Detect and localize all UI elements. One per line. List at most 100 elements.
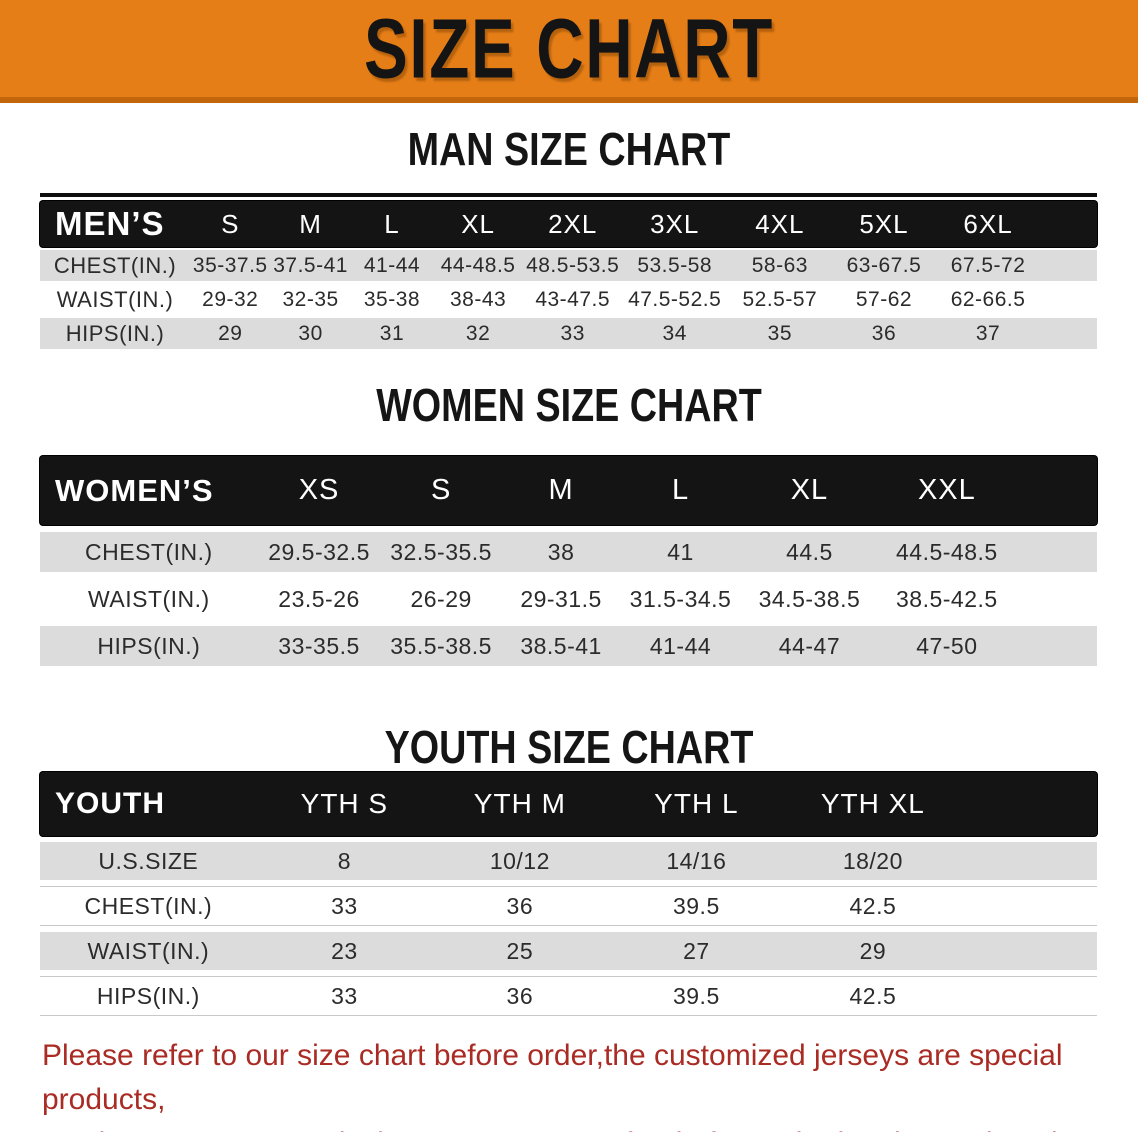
men-col-m: M [299, 208, 322, 239]
cell: 48.5-53.5 [526, 253, 620, 277]
men-col-4xl: 4XL [755, 208, 805, 239]
cell: 32 [465, 321, 491, 345]
cell: 29-31.5 [520, 585, 602, 612]
youth-col-s: YTH S [300, 788, 389, 819]
youth-section-title: YOUTH SIZE CHART [384, 721, 754, 773]
cell: 35 [767, 321, 793, 345]
row-label: CHEST(IN.) [85, 538, 213, 565]
cell: 42.5 [849, 982, 897, 1009]
cell: 38.5-41 [520, 632, 602, 659]
cell: 29 [859, 937, 887, 964]
men-table-header-row: MEN’S S M L XL 2XL 3XL 4XL 5XL 6XL [40, 201, 1097, 247]
cell: 44.5-48.5 [896, 538, 998, 565]
cell: 34 [662, 321, 687, 345]
cell: 14/16 [666, 847, 727, 874]
cell: 10/12 [489, 847, 550, 874]
youth-col-l: YTH L [654, 788, 739, 819]
women-size-table: WOMEN’S XS S M L XL XXL CHEST(IN.) 29.5-… [40, 456, 1097, 666]
men-col-l: L [384, 208, 400, 239]
row-label: U.S.SIZE [98, 847, 199, 874]
youth-waist-row: WAIST(IN.) 23 25 27 29 [40, 932, 1097, 970]
men-table-header-label: MEN’S [55, 205, 165, 242]
cell: 29-32 [202, 287, 259, 311]
cell: 41 [667, 538, 694, 565]
cell: 35-37.5 [192, 253, 268, 277]
men-col-6xl: 6XL [963, 208, 1013, 239]
women-table-header-row: WOMEN’S XS S M L XL XXL [40, 456, 1097, 525]
cell: 32.5-35.5 [390, 538, 492, 565]
cell: 58-63 [751, 253, 808, 277]
men-col-xl: XL [461, 208, 496, 239]
men-size-table: MEN’S S M L XL 2XL 3XL 4XL 5XL 6XL CHEST… [40, 193, 1097, 349]
row-label: WAIST(IN.) [87, 937, 210, 964]
cell: 42.5 [849, 892, 897, 919]
row-label: WAIST(IN.) [88, 585, 210, 612]
cell: 8 [337, 847, 352, 874]
cell: 52.5-57 [742, 287, 818, 311]
cell: 67.5-72 [950, 253, 1026, 277]
men-col-3xl: 3XL [650, 208, 700, 239]
cell: 26-29 [410, 585, 472, 612]
cell: 38-43 [450, 287, 507, 311]
cell: 41-44 [363, 253, 421, 277]
cell: 44.5 [786, 538, 833, 565]
women-section-title: WOMEN SIZE CHART [376, 379, 762, 431]
cell: 63-67.5 [846, 253, 922, 277]
cell: 39.5 [672, 982, 720, 1009]
cell: 33-35.5 [278, 632, 360, 659]
women-col-xs: XS [298, 474, 340, 506]
youth-col-xl: YTH XL [820, 788, 925, 819]
row-label: HIPS(IN.) [65, 320, 165, 346]
cell: 23 [331, 937, 358, 964]
youth-table-header-label: YOUTH [55, 787, 165, 820]
cell: 53.5-58 [637, 253, 713, 277]
youth-chest-row: CHEST(IN.) 33 36 39.5 42.5 [40, 886, 1097, 926]
women-col-m: M [548, 474, 574, 506]
cell: 31.5-34.5 [629, 585, 732, 612]
men-col-2xl: 2XL [548, 208, 598, 239]
cell: 23.5-26 [278, 585, 360, 612]
cell: 33 [331, 982, 358, 1009]
footnote-line-2: we don’t accept cancel, change, teturn o… [42, 1127, 1066, 1132]
women-col-xxl: XXL [917, 474, 976, 506]
youth-table-header-row: YOUTH YTH S YTH M YTH L YTH XL [40, 772, 1097, 836]
men-waist-row: WAIST(IN.) 29-32 32-35 35-38 38-43 43-47… [40, 284, 1097, 315]
cell: 36 [506, 982, 534, 1009]
women-waist-row: WAIST(IN.) 23.5-26 26-29 29-31.5 31.5-34… [40, 579, 1097, 619]
cell: 33 [331, 892, 358, 919]
women-hips-row: HIPS(IN.) 33-35.5 35.5-38.5 38.5-41 41-4… [40, 626, 1097, 666]
men-col-s: S [221, 208, 240, 239]
footnote: Please refer to our size chart before or… [42, 1034, 1122, 1132]
cell: 25 [506, 937, 534, 964]
cell: 47.5-52.5 [628, 287, 722, 311]
row-label: CHEST(IN.) [84, 892, 213, 919]
women-table-header-label: WOMEN’S [55, 472, 214, 508]
men-section-title: MAN SIZE CHART [407, 123, 731, 175]
cell: 35-38 [363, 287, 421, 311]
cell: 38 [547, 538, 575, 565]
cell: 18/20 [842, 847, 903, 874]
cell: 38.5-42.5 [896, 585, 998, 612]
row-label: CHEST(IN.) [53, 252, 177, 278]
women-col-s: S [430, 474, 452, 506]
cell: 62-66.5 [950, 287, 1026, 311]
men-hips-row: HIPS(IN.) 29 30 31 32 33 34 35 36 37 [40, 318, 1097, 349]
cell: 30 [298, 321, 323, 345]
cell: 37 [975, 321, 1001, 345]
cell: 36 [871, 321, 897, 345]
men-table-top-rule [40, 193, 1097, 197]
banner-title: SIZE CHART [364, 0, 774, 96]
cell: 41-44 [649, 632, 712, 659]
women-col-xl: XL [790, 474, 829, 506]
cell: 36 [506, 892, 534, 919]
cell: 31 [379, 321, 405, 345]
cell: 35.5-38.5 [390, 632, 492, 659]
women-chest-row: CHEST(IN.) 29.5-32.5 32.5-35.5 38 41 44.… [40, 532, 1097, 572]
cell: 32-35 [282, 287, 339, 311]
women-col-l: L [671, 474, 690, 506]
cell: 29 [218, 321, 243, 345]
cell: 43-47.5 [535, 287, 611, 311]
cell: 34.5-38.5 [758, 585, 861, 612]
youth-size-table: YOUTH YTH S YTH M YTH L YTH XL U.S.SIZE … [40, 772, 1097, 1016]
